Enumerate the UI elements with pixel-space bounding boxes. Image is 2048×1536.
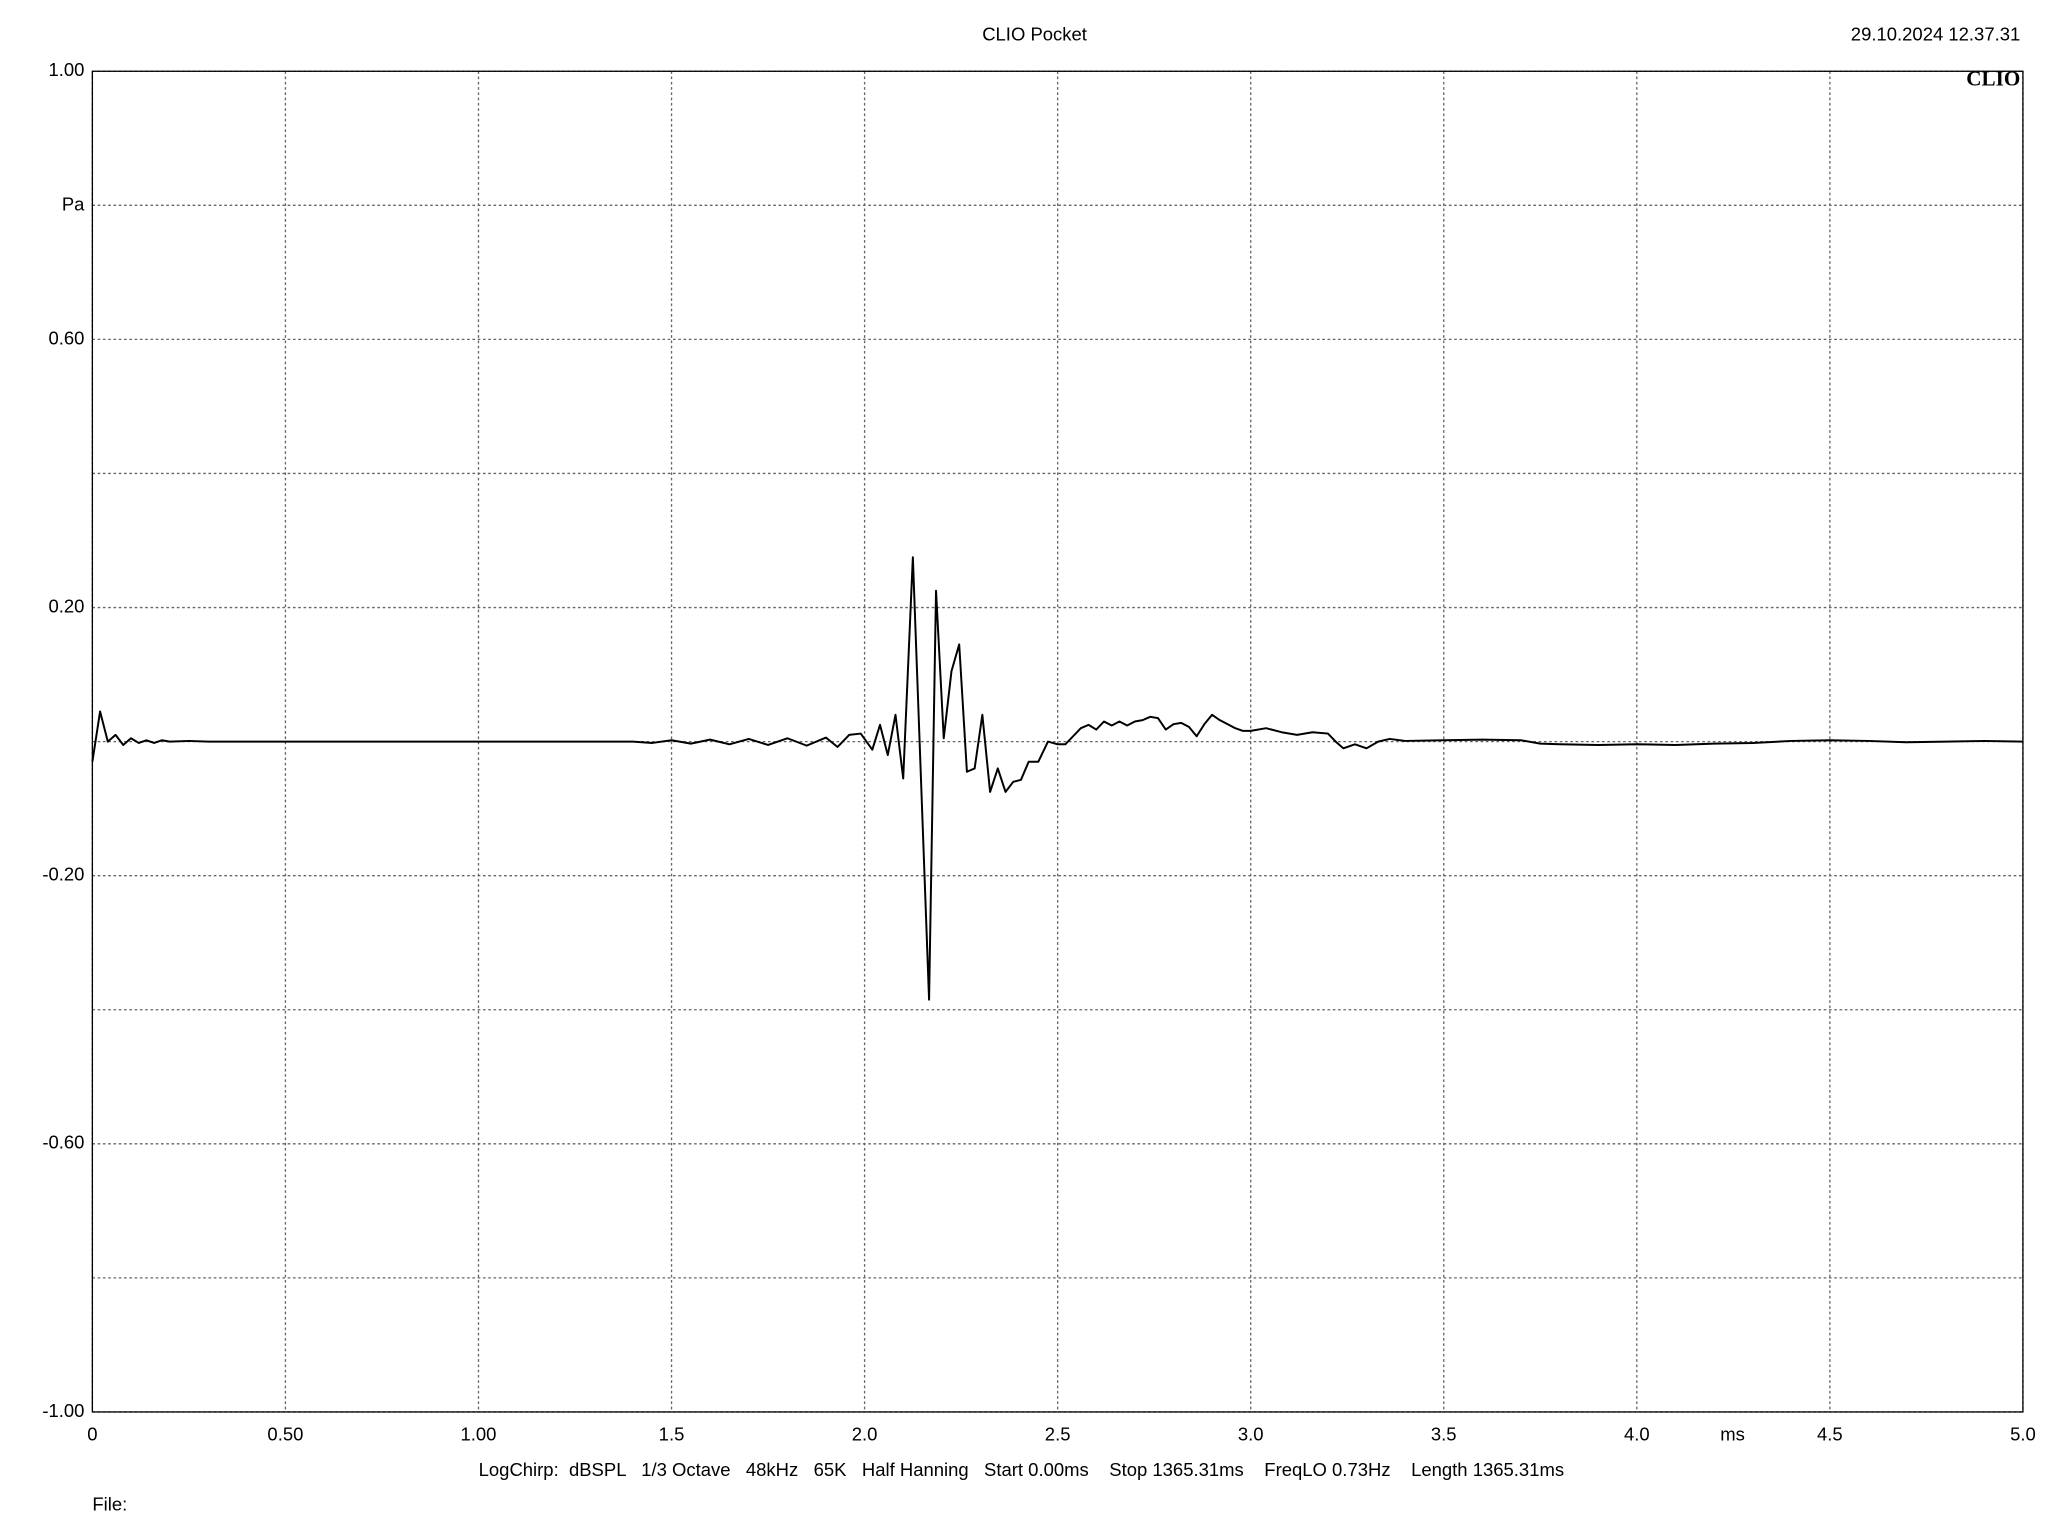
x-tick-label: 0: [87, 1424, 97, 1445]
y-tick-label: -0.60: [42, 1132, 84, 1153]
logo: CLIO: [1966, 66, 2020, 90]
x-tick-label: 5.0: [2010, 1424, 2036, 1445]
y-unit: Pa: [62, 194, 85, 215]
x-tick-label: 1.00: [461, 1424, 497, 1445]
x-tick-label: 3.5: [1431, 1424, 1457, 1445]
x-tick-label: 2.0: [852, 1424, 878, 1445]
y-tick-label: -0.20: [42, 864, 84, 885]
y-tick-label: 0.20: [49, 595, 85, 616]
footer: LogChirp: dBSPL 1/3 Octave 48kHz 65K Hal…: [479, 1459, 1564, 1480]
y-tick-label: 1.00: [49, 59, 85, 80]
x-tick-label: 1.5: [659, 1424, 685, 1445]
chart-title: CLIO Pocket: [982, 24, 1087, 45]
timestamp: 29.10.2024 12.37.31: [1851, 24, 2020, 45]
x-tick-label: 4.5: [1817, 1424, 1843, 1445]
y-tick-label: -1.00: [42, 1400, 84, 1421]
x-tick-label: 0.50: [267, 1424, 303, 1445]
y-tick-label: 0.60: [49, 327, 85, 348]
file-label: File:: [92, 1494, 127, 1515]
x-unit: ms: [1720, 1424, 1745, 1445]
x-tick-label: 4.0: [1624, 1424, 1650, 1445]
x-tick-label: 3.0: [1238, 1424, 1264, 1445]
data-line: [91, 556, 2023, 1001]
x-tick-label: 2.5: [1045, 1424, 1071, 1445]
